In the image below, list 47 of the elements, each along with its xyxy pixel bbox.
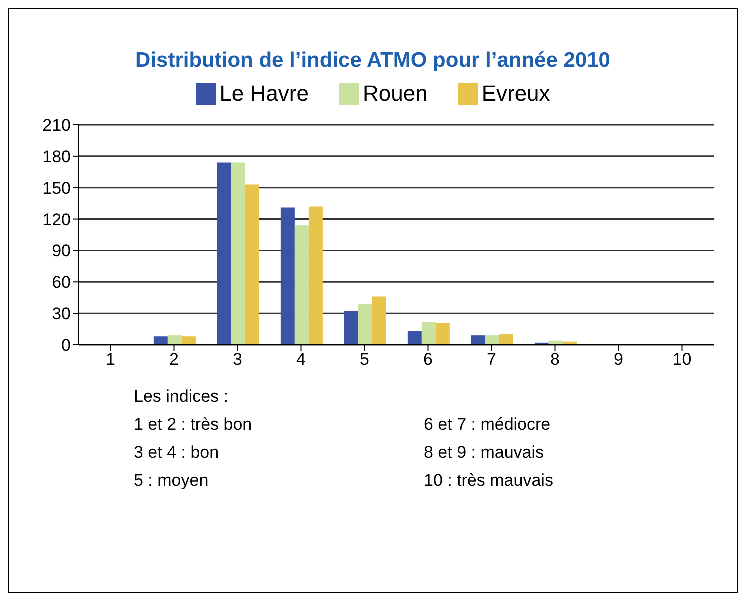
legend-label: Le Havre — [220, 81, 309, 107]
y-tick-label: 120 — [42, 210, 71, 230]
bar — [217, 162, 232, 345]
bar — [294, 226, 309, 345]
bar — [471, 336, 486, 345]
bar — [358, 304, 372, 345]
text: 6 et 7 : médiocre — [424, 414, 552, 436]
bar — [182, 336, 196, 345]
x-tick-label: 8 — [550, 350, 560, 370]
bar — [372, 296, 386, 345]
x-tick-label: 7 — [487, 350, 496, 370]
y-tick-label: 0 — [62, 336, 71, 356]
text: 3 et 4 : bon — [134, 442, 220, 464]
bar — [344, 311, 358, 345]
text: Les indices : — [134, 386, 230, 408]
y-tick-label: 30 — [52, 304, 71, 324]
x-tick-label: 6 — [424, 350, 433, 370]
bar — [168, 336, 182, 345]
bar — [308, 206, 323, 345]
bar — [245, 184, 260, 345]
chart-title: Distribution de l’indice ATMO pour l’année 2010 — [134, 49, 612, 73]
text: 8 et 9 : mauvais — [424, 442, 546, 464]
text: 10 : très mauvais — [424, 470, 554, 492]
text: 1 et 2 : très bon — [134, 414, 254, 436]
bar — [422, 322, 436, 345]
bar — [154, 336, 168, 345]
bar — [408, 331, 422, 345]
y-tick-label: 90 — [52, 242, 71, 261]
x-tick-label: 3 — [233, 350, 242, 370]
y-tick-label: 60 — [52, 273, 71, 292]
legend-label: Rouen — [362, 81, 428, 107]
x-tick-label: 4 — [296, 350, 306, 370]
x-tick-label: 1 — [106, 350, 116, 370]
y-tick-label: 150 — [42, 178, 71, 198]
x-tick-label: 5 — [360, 350, 370, 370]
x-tick-label: 2 — [170, 350, 179, 370]
text: 5 : moyen — [134, 470, 210, 492]
bar — [499, 334, 514, 345]
bar — [436, 323, 450, 345]
bar — [280, 208, 295, 345]
y-tick-label: 180 — [42, 147, 71, 166]
bar — [485, 336, 500, 345]
legend-label: Evreux — [482, 81, 550, 107]
bar — [231, 162, 246, 345]
x-tick-label: 10 — [672, 350, 692, 370]
y-tick-label: 210 — [42, 116, 71, 136]
x-tick-label: 9 — [614, 350, 624, 370]
